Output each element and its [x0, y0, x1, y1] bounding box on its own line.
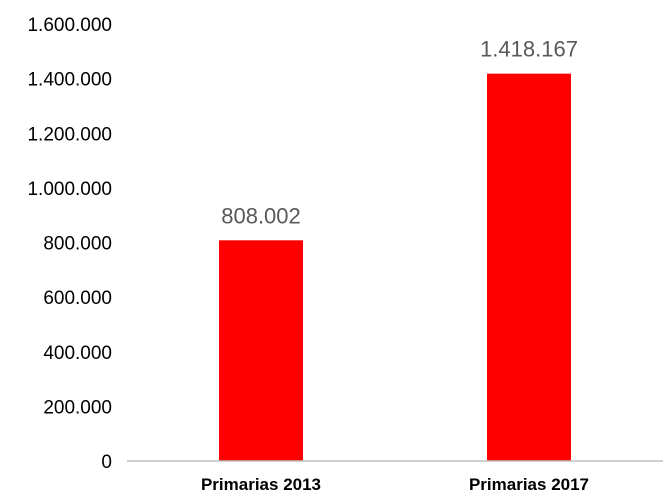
- y-tick-label: 1.400.000: [27, 70, 112, 91]
- x-category-label: Primarias 2017: [469, 475, 589, 494]
- bar-value-label: 808.002: [221, 203, 301, 228]
- y-axis-ticks: 0 200.000 400.000 600.000 800.000 1.000.000 1.…: [27, 15, 112, 473]
- x-axis-categories: Primarias 2013 Primarias 2017: [201, 475, 589, 494]
- y-tick-label: 800.000: [43, 234, 112, 255]
- x-category-label: Primarias 2013: [201, 475, 321, 494]
- y-tick-label: 1.600.000: [27, 15, 112, 36]
- y-tick-label: 1.200.000: [27, 124, 112, 145]
- bar: [487, 73, 571, 461]
- y-tick-label: 400.000: [43, 343, 112, 364]
- y-tick-label: 600.000: [43, 288, 112, 309]
- bar-value-label: 1.418.167: [480, 37, 578, 62]
- y-tick-label: 1.000.000: [27, 179, 112, 200]
- y-tick-label: 200.000: [43, 397, 112, 418]
- bars: 808.002 1.418.167: [219, 37, 578, 461]
- y-tick-label: 0: [101, 452, 112, 473]
- bar: [219, 240, 303, 461]
